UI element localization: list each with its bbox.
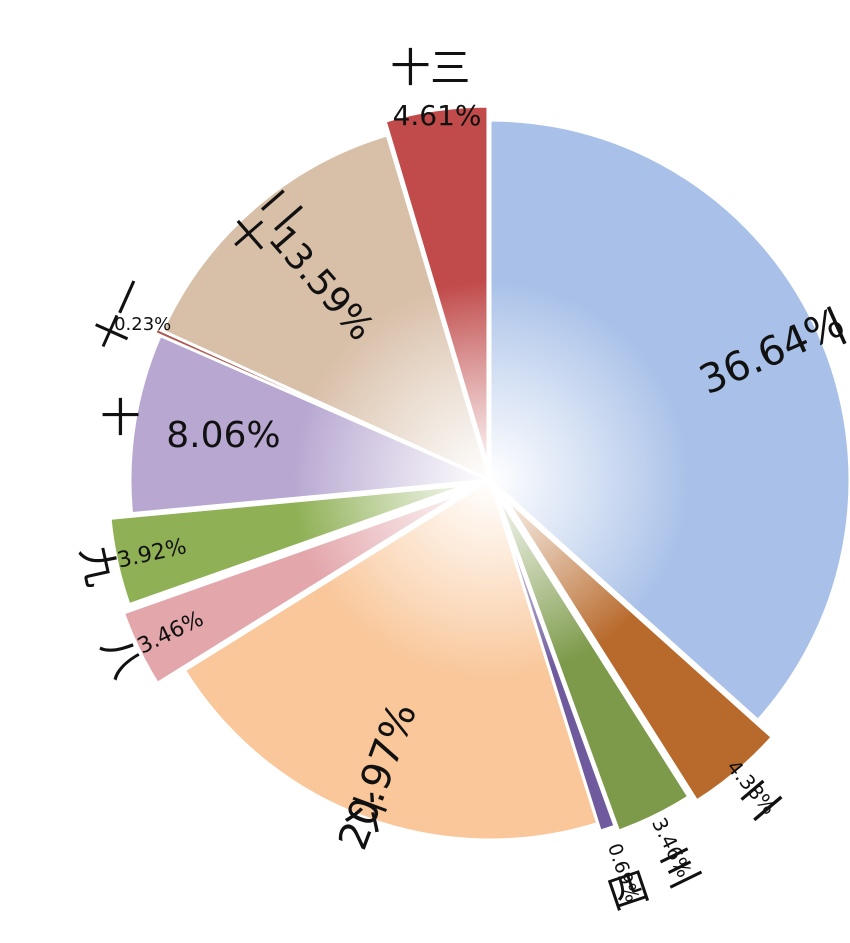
slice-category-label: 九: [71, 542, 125, 591]
slice-category-label: 十: [100, 395, 140, 441]
pie-slice-5: [182, 477, 600, 842]
slice-percent-label: 8.06%: [166, 415, 280, 456]
pie-slice-7: [108, 483, 470, 607]
pie-slice-11: [383, 104, 490, 467]
pie-slice-8: [128, 333, 496, 516]
slice-percent-label: 4.61%: [393, 99, 482, 132]
pie-slice-3: [494, 491, 691, 834]
pie-slices: [108, 104, 850, 842]
slice-category-label: 四: [603, 863, 656, 919]
slice-percent-label: 0.23%: [114, 314, 171, 335]
pie-slice-4: [491, 487, 617, 833]
pie-slice-6: [121, 491, 464, 686]
pie-slice-10: [160, 133, 493, 483]
pie-slice-1: [488, 118, 850, 723]
pie-slice-2: [502, 495, 775, 804]
slice-category-label: 十三: [390, 46, 470, 92]
